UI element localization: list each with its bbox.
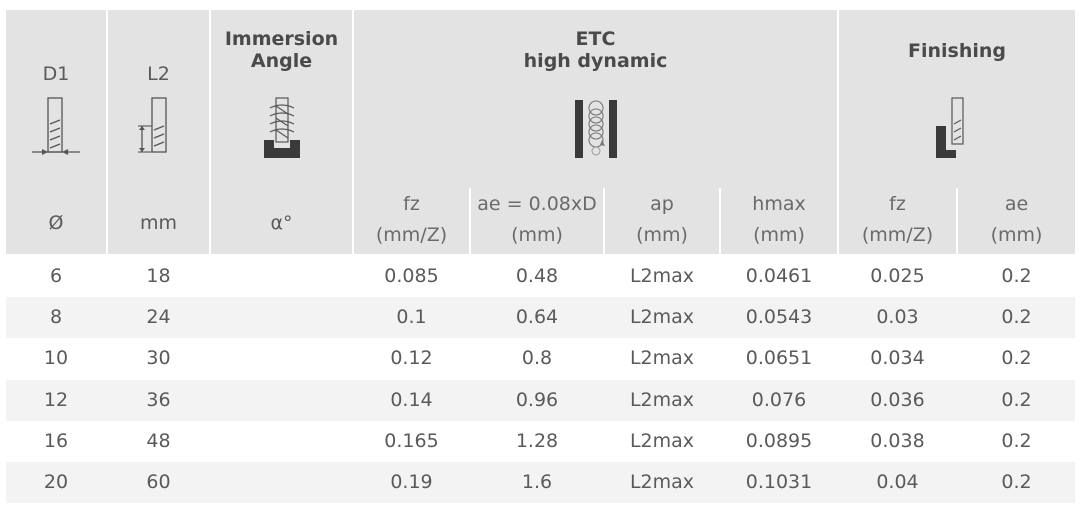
header-l2-label: L2	[147, 63, 170, 85]
cell-ae: 0.48	[515, 265, 559, 287]
trochoidal-milling-icon	[575, 100, 617, 158]
cell-ap: L2max	[629, 429, 695, 452]
table-row: 6 18 0.085 0.48 L2max 0.0461 0.025 0.2	[6, 256, 1075, 297]
subheader-alpha: α°	[270, 212, 293, 234]
cell-fin-ae: 0.2	[1001, 429, 1032, 452]
cell-d1: 16	[43, 429, 69, 452]
table-row: 20 60 0.19 1.6 L2max 0.1031 0.04 0.2	[6, 462, 1075, 503]
immersion-angle-icon	[264, 97, 300, 158]
cell-alpha	[211, 421, 352, 462]
cell-fin-fz: 0.038	[870, 429, 925, 452]
cell-l2: 18	[146, 265, 171, 287]
cell-fz: 0.14	[390, 388, 433, 411]
cell-fin-ae: 0.2	[1001, 306, 1032, 329]
header-d1-label: D1	[42, 63, 70, 85]
cell-fin-ae: 0.2	[1001, 347, 1032, 370]
subcol-divider	[956, 188, 958, 254]
header-immersion-cell	[211, 10, 352, 254]
cell-alpha	[211, 338, 352, 379]
subcol-divider	[603, 188, 605, 254]
cell-hmax: 0.0651	[745, 347, 813, 370]
cell-hmax: 0.076	[751, 388, 807, 411]
table-row: 16 48 0.165 1.28 L2max 0.0895 0.038 0.2	[6, 421, 1075, 462]
cell-fz: 0.085	[384, 265, 439, 287]
subheader-mm: mm	[139, 212, 178, 234]
cell-fz: 0.12	[390, 347, 433, 370]
header-etc-cell	[354, 10, 837, 254]
cell-fz: 0.19	[390, 471, 433, 493]
cell-d1: 8	[49, 306, 63, 329]
end-mill-diameter-icon	[32, 97, 80, 155]
cell-l2: 30	[146, 347, 171, 370]
cell-ae: 0.64	[515, 306, 559, 329]
cell-alpha	[211, 256, 352, 297]
cell-fin-fz: 0.034	[870, 347, 925, 370]
cell-fz: 0.165	[384, 429, 439, 452]
cell-fin-fz: 0.04	[876, 471, 919, 493]
cell-d1: 20	[43, 471, 69, 493]
cell-l2: 36	[146, 388, 171, 411]
cell-ap: L2max	[629, 347, 695, 370]
subheader-diameter: Ø	[48, 212, 64, 234]
subcol-divider	[719, 188, 721, 254]
cell-fin-ae: 0.2	[1001, 265, 1032, 287]
subcol-divider	[469, 188, 471, 254]
cell-hmax: 0.0461	[745, 265, 813, 287]
header-l2-cell	[108, 10, 209, 254]
cell-fin-fz: 0.036	[870, 388, 925, 411]
header-finishing-title: Finishing	[907, 40, 1006, 62]
cell-hmax: 0.1031	[745, 471, 813, 493]
table-row: 10 30 0.12 0.8 L2max 0.0651 0.034 0.2	[6, 338, 1075, 379]
cell-fz: 0.1	[396, 306, 427, 329]
cell-ae: 0.8	[521, 347, 553, 370]
cell-alpha	[211, 462, 352, 503]
cell-ap: L2max	[629, 265, 695, 287]
table-row: 12 36 0.14 0.96 L2max 0.076 0.036 0.2	[6, 379, 1075, 421]
cell-alpha	[211, 297, 352, 338]
cell-ap: L2max	[629, 471, 695, 493]
cell-d1: 12	[43, 388, 69, 411]
end-mill-length-icon	[138, 97, 167, 153]
cell-d1: 10	[43, 347, 69, 370]
cell-fin-ae: 0.2	[1001, 471, 1032, 493]
cell-ap: L2max	[629, 388, 695, 411]
cell-l2: 24	[146, 306, 171, 329]
cell-alpha	[211, 380, 352, 421]
cell-fin-ae: 0.2	[1001, 388, 1032, 411]
table-row: 8 24 0.1 0.64 L2max 0.0543 0.03 0.2	[6, 297, 1075, 339]
cell-hmax: 0.0895	[745, 429, 813, 452]
cell-ae: 1.28	[515, 429, 559, 452]
cell-d1: 6	[49, 265, 63, 287]
cell-l2: 48	[146, 429, 171, 452]
finishing-profile-icon	[936, 97, 964, 158]
cell-hmax: 0.0543	[745, 306, 813, 329]
cell-fin-fz: 0.025	[870, 265, 925, 287]
cell-ae: 0.96	[515, 388, 559, 411]
cell-ap: L2max	[629, 306, 695, 329]
cell-fin-fz: 0.03	[876, 306, 919, 329]
header-d1-cell	[6, 10, 106, 254]
cell-ae: 1.6	[521, 471, 553, 493]
cell-l2: 60	[146, 471, 171, 493]
